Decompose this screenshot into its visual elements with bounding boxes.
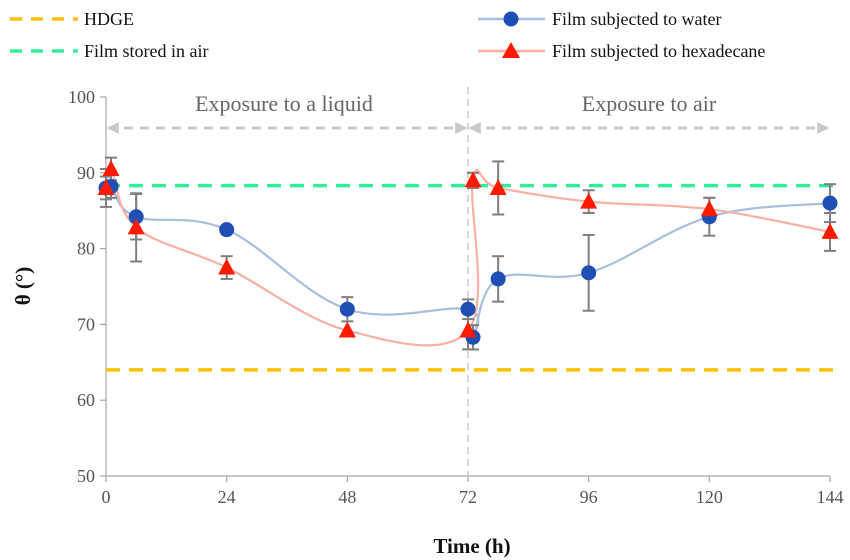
- data-point-water: [490, 271, 506, 287]
- y-tick-label: 50: [77, 466, 95, 486]
- legend-label-hexadecane: Film subjected to hexadecane: [552, 41, 765, 61]
- x-tick-label: 0: [102, 487, 111, 507]
- data-point-hexadecane: [102, 160, 120, 177]
- x-tick-label: 144: [817, 487, 844, 507]
- y-tick-label: 90: [77, 163, 95, 183]
- x-tick-label: 120: [696, 487, 723, 507]
- y-axis-title: θ (°): [11, 267, 35, 306]
- legend-item-hexadecane: Film subjected to hexadecane: [478, 41, 765, 61]
- reference-lines: [106, 183, 840, 372]
- data-point-hexadecane: [580, 192, 598, 209]
- data-point-hexadecane: [338, 321, 356, 338]
- y-tick-label: 100: [68, 87, 95, 107]
- data-point-hexadecane: [97, 178, 115, 195]
- legend-swatch-water-marker: [503, 11, 519, 27]
- data-point-hexadecane: [127, 218, 145, 235]
- legend-label-hdge: HDGE: [84, 9, 134, 29]
- data-point-water: [128, 209, 144, 225]
- x-tick-label: 48: [338, 487, 356, 507]
- y-tick-label: 80: [77, 239, 95, 259]
- legend-item-air: Film stored in air: [10, 41, 209, 61]
- data-point-water: [822, 195, 838, 211]
- data-point-water: [581, 265, 597, 281]
- data-point-water: [460, 301, 476, 317]
- legend: HDGE Film stored in air Film subjected t…: [10, 9, 765, 61]
- data-point-hexadecane: [218, 258, 236, 275]
- annotations: Exposure to a liquid Exposure to air: [106, 87, 830, 476]
- data-point-hexadecane: [459, 321, 477, 338]
- phase-label: Exposure to a liquid: [195, 91, 373, 116]
- legend-item-hdge: HDGE: [10, 9, 134, 29]
- data-point-hexadecane: [700, 200, 718, 217]
- data-point-hexadecane: [821, 222, 839, 239]
- data-point-water: [339, 301, 355, 317]
- legend-item-water: Film subjected to water: [478, 9, 721, 29]
- x-tick-label: 72: [459, 487, 477, 507]
- x-tick-label: 24: [218, 487, 236, 507]
- legend-label-water: Film subjected to water: [552, 9, 721, 29]
- phase-label: Exposure to air: [582, 91, 717, 116]
- legend-swatch-hexadecane-marker: [502, 42, 520, 58]
- data-point-hexadecane: [464, 171, 482, 188]
- series-group: [97, 156, 839, 351]
- x-tick-label: 96: [580, 487, 598, 507]
- y-tick-label: 70: [77, 314, 95, 334]
- data-point-water: [219, 222, 235, 238]
- x-axis-title: Time (h): [433, 534, 510, 558]
- legend-label-air: Film stored in air: [84, 41, 209, 61]
- axes: 50 60 70 80 90 100 0 24 48 72 96 120 144: [68, 87, 844, 507]
- data-point-hexadecane: [489, 178, 507, 195]
- y-tick-label: 60: [77, 390, 95, 410]
